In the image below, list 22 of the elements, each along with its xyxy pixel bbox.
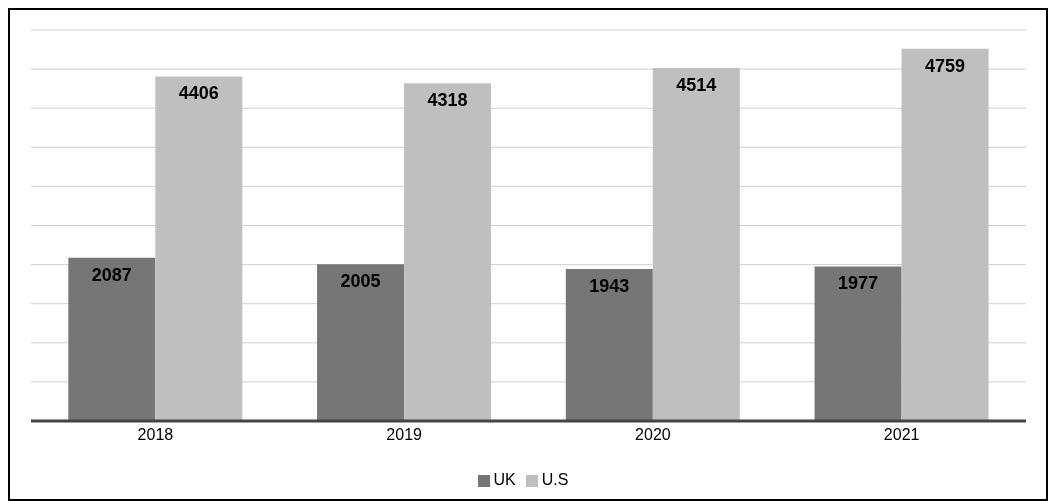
data-label: 4514 bbox=[676, 74, 717, 95]
bar bbox=[68, 257, 156, 421]
data-label: 1943 bbox=[589, 275, 630, 296]
x-tick-label: 2020 bbox=[635, 426, 671, 444]
data-label: 1977 bbox=[838, 273, 879, 294]
legend-label: U.S bbox=[541, 471, 569, 488]
bar bbox=[652, 68, 740, 421]
data-label: 2087 bbox=[91, 264, 132, 285]
bar bbox=[565, 269, 653, 421]
data-label: 4406 bbox=[178, 83, 219, 104]
bar bbox=[317, 264, 405, 421]
bar bbox=[814, 266, 902, 421]
bar bbox=[404, 83, 492, 421]
legend-label: UK bbox=[493, 471, 516, 488]
data-label: 2005 bbox=[340, 270, 381, 291]
bar bbox=[155, 76, 243, 421]
x-tick-label: 2019 bbox=[386, 426, 423, 444]
bar bbox=[901, 48, 989, 421]
data-label: 4759 bbox=[925, 55, 966, 76]
x-tick-label: 2021 bbox=[883, 426, 920, 444]
x-tick-label: 2018 bbox=[137, 426, 174, 444]
data-label: 4318 bbox=[427, 90, 468, 111]
